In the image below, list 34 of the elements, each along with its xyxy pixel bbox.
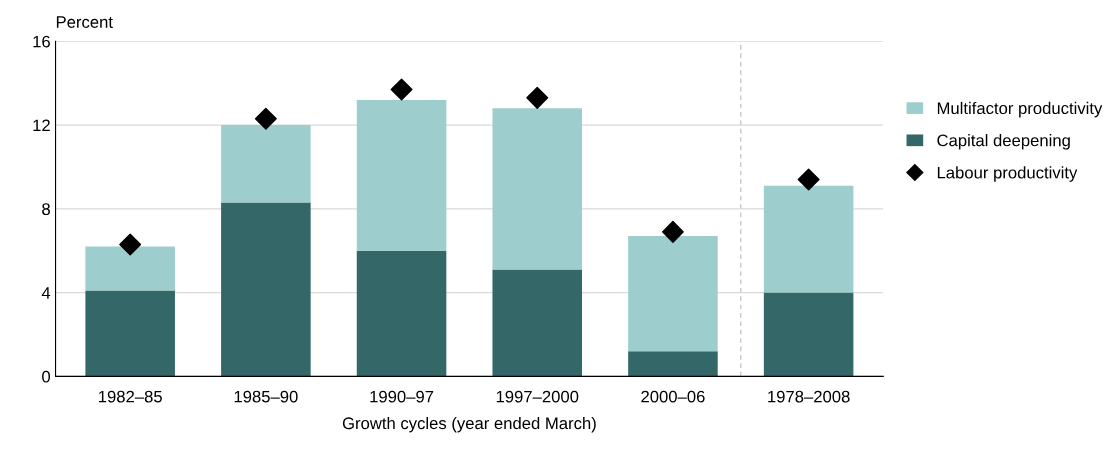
x-tick-label: 1982–85 — [99, 390, 162, 403]
point — [254, 107, 277, 130]
bar — [356, 99, 447, 251]
bar — [628, 236, 718, 352]
bar — [492, 269, 583, 377]
bar — [356, 250, 447, 377]
bar — [763, 292, 854, 377]
x-tick-label: 2000–06 — [641, 390, 705, 403]
bar — [492, 108, 583, 270]
point — [661, 220, 684, 243]
point — [119, 233, 142, 256]
x-tick-label: 1985–90 — [234, 390, 298, 403]
y-axis-title: Percent — [56, 16, 113, 28]
bar — [221, 202, 311, 377]
y-tick-label: 12 — [33, 119, 50, 132]
point — [526, 86, 549, 109]
legend-label: Multifactor productivity — [937, 101, 1103, 118]
point — [797, 168, 820, 191]
bar — [628, 351, 718, 377]
y-tick-label: 4 — [41, 287, 51, 299]
bar — [221, 125, 311, 203]
x-axis-title: Growth cycles (year ended March) — [342, 416, 596, 433]
y-tick-label: 8 — [42, 203, 50, 216]
x-tick-label: 1997–2000 — [496, 390, 579, 403]
point — [390, 78, 413, 101]
bar — [85, 246, 175, 291]
y-tick-label: 0 — [42, 370, 51, 383]
legend-label: Capital deepening — [937, 134, 1070, 150]
x-tick-label: 1978–2008 — [768, 390, 850, 403]
bar — [85, 290, 175, 377]
legend-label: Labour productivity — [937, 166, 1078, 182]
bar — [763, 185, 854, 293]
y-tick-label: 16 — [33, 35, 50, 48]
x-tick-label: 1990–97 — [370, 390, 434, 403]
